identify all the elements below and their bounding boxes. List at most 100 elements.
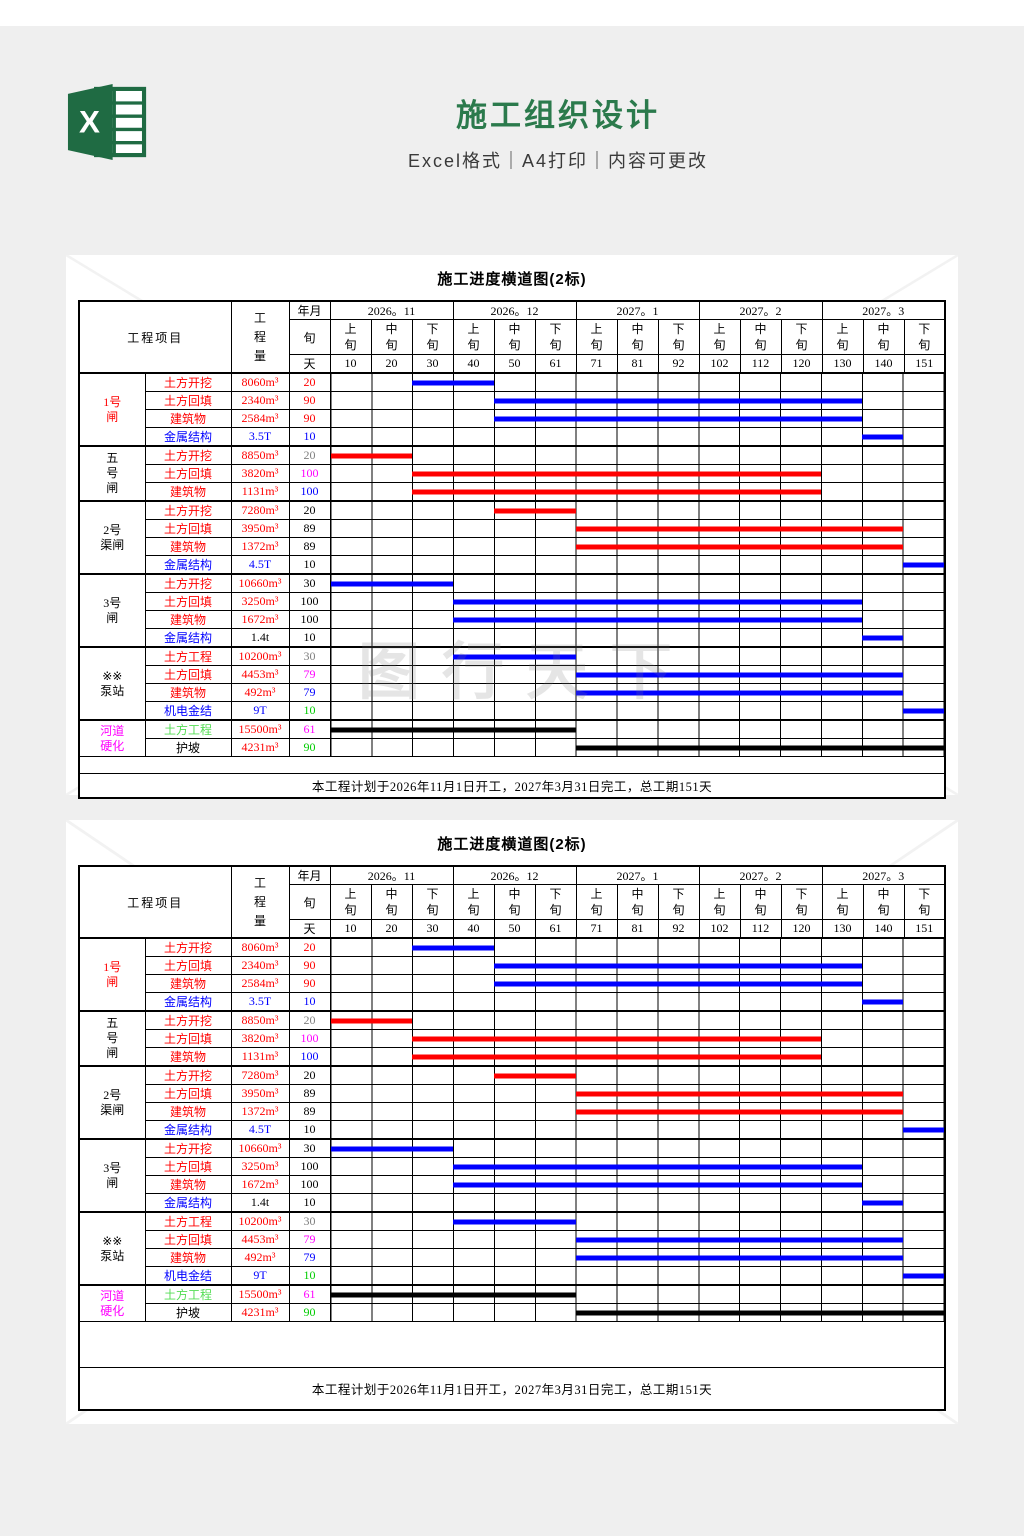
- days-cell: 10: [288, 555, 331, 575]
- gantt-bar: [575, 526, 904, 531]
- gantt-bar: [862, 635, 904, 640]
- group-cell: 五号闸: [78, 1010, 146, 1067]
- qty-cell: 3950m³: [230, 519, 290, 538]
- timeline-cell: [329, 372, 946, 392]
- day-tick-cell: 92: [657, 354, 700, 374]
- gantt-bar: [331, 1292, 576, 1297]
- days-cell: 20: [288, 500, 331, 520]
- gantt-bar: [412, 380, 495, 385]
- period-cell: 下旬: [657, 884, 700, 920]
- period-cell: 中旬: [493, 884, 536, 920]
- group-cell: ※※ 泵站: [78, 646, 146, 721]
- days-cell: 90: [288, 1303, 331, 1322]
- day-tick-cell: 81: [616, 919, 659, 939]
- day-label: 天: [288, 919, 331, 939]
- task-cell: 建筑物: [144, 683, 232, 702]
- day-tick-cell: 92: [657, 919, 700, 939]
- task-cell: 护坡: [144, 1303, 232, 1322]
- page-title: 施工组织设计: [456, 98, 660, 133]
- timeline-cell: [329, 445, 946, 465]
- days-cell: 20: [288, 937, 331, 957]
- timeline-cell: [329, 1138, 946, 1158]
- period-cell: 中旬: [862, 884, 905, 920]
- period-cell: 上旬: [575, 884, 618, 920]
- period-cell: 中旬: [493, 319, 536, 355]
- qty-cell: 4.5T: [230, 1120, 290, 1140]
- day-tick-cell: 120: [780, 354, 823, 374]
- timeline-cell: [329, 701, 946, 721]
- period-cell: 下旬: [411, 319, 454, 355]
- qty-cell: 10200m³: [230, 1211, 290, 1231]
- gantt-bar: [453, 654, 576, 659]
- task-cell: 土方开挖: [144, 573, 232, 593]
- xun-label: 旬: [288, 319, 331, 355]
- qty-cell: 9T: [230, 1266, 290, 1286]
- days-cell: 79: [288, 665, 331, 684]
- timeline-cell: [329, 628, 946, 648]
- qty-cell: 3250m³: [230, 592, 290, 611]
- qty-header: 工程量: [230, 300, 290, 374]
- qty-cell: 4453m³: [230, 1230, 290, 1249]
- day-tick-cell: 140: [862, 354, 905, 374]
- qty-cell: 1372m³: [230, 537, 290, 556]
- qty-cell: 3250m³: [230, 1157, 290, 1176]
- task-cell: 建筑物: [144, 1175, 232, 1194]
- timeline-cell: [329, 956, 946, 975]
- timeline-cell: [329, 537, 946, 556]
- qty-cell: 1.4t: [230, 1193, 290, 1213]
- days-cell: 10: [288, 427, 331, 447]
- page-header: 施工组织设计 Excel格式｜A4打印｜内容可更改: [0, 90, 1024, 173]
- task-cell: 土方回填: [144, 519, 232, 538]
- gantt-bar: [453, 1182, 863, 1187]
- gantt-bar: [575, 690, 904, 695]
- qty-cell: 3.5T: [230, 992, 290, 1012]
- gantt-bar: [331, 1018, 413, 1023]
- period-cell: 上旬: [821, 319, 864, 355]
- task-cell: 护坡: [144, 738, 232, 757]
- gantt-table: 工程项目工程量年月 2026。11 2026。12 2027。1 2027。2 2027。…: [78, 865, 946, 1411]
- chart-title: 施工进度横道图(2标): [437, 836, 587, 853]
- day-tick-cell: 50: [493, 919, 536, 939]
- task-cell: 土方开挖: [144, 937, 232, 957]
- days-cell: 90: [288, 956, 331, 975]
- gantt-bar: [862, 1200, 904, 1205]
- chart-title: 施工进度横道图(2标): [437, 271, 587, 288]
- timeline-cell: [329, 1157, 946, 1176]
- timeline-cell: [329, 555, 946, 575]
- gantt-bar: [494, 981, 863, 986]
- task-cell: 建筑物: [144, 610, 232, 629]
- days-cell: 90: [288, 974, 331, 993]
- days-cell: 79: [288, 1248, 331, 1267]
- group-cell: 河道 硬化: [78, 719, 146, 757]
- task-cell: 土方回填: [144, 1084, 232, 1103]
- day-tick-cell: 50: [493, 354, 536, 374]
- gantt-table-container-2: 工程项目工程量年月 2026。11 2026。12 2027。1 2027。2 2027。…: [66, 865, 958, 1411]
- period-cell: 下旬: [903, 884, 946, 920]
- days-cell: 89: [288, 1102, 331, 1121]
- month-cell: 2027。2: [698, 300, 823, 320]
- gantt-bar: [453, 1219, 576, 1224]
- timeline-cell: [329, 519, 946, 538]
- days-cell: 61: [288, 719, 331, 739]
- gantt-bar: [453, 1164, 863, 1169]
- qty-cell: 1372m³: [230, 1102, 290, 1121]
- group-cell: 五号闸: [78, 445, 146, 502]
- timeline-cell: [329, 1010, 946, 1030]
- task-cell: 金属结构: [144, 992, 232, 1012]
- days-cell: 89: [288, 519, 331, 538]
- empty-row: [79, 756, 945, 774]
- task-cell: 土方回填: [144, 1029, 232, 1048]
- timeline-cell: [329, 974, 946, 993]
- task-cell: 机电金结: [144, 701, 232, 721]
- qty-cell: 1672m³: [230, 610, 290, 629]
- day-tick-cell: 20: [370, 919, 413, 939]
- period-cell: 上旬: [821, 884, 864, 920]
- task-cell: 土方回填: [144, 1157, 232, 1176]
- gantt-bar: [412, 945, 495, 950]
- task-cell: 建筑物: [144, 974, 232, 993]
- page-subtitle: Excel格式｜A4打印｜内容可更改: [407, 151, 709, 171]
- gantt-bar: [494, 1073, 576, 1078]
- task-cell: 土方工程: [144, 1211, 232, 1231]
- day-label: 天: [288, 354, 331, 374]
- qty-cell: 4231m³: [230, 1303, 290, 1322]
